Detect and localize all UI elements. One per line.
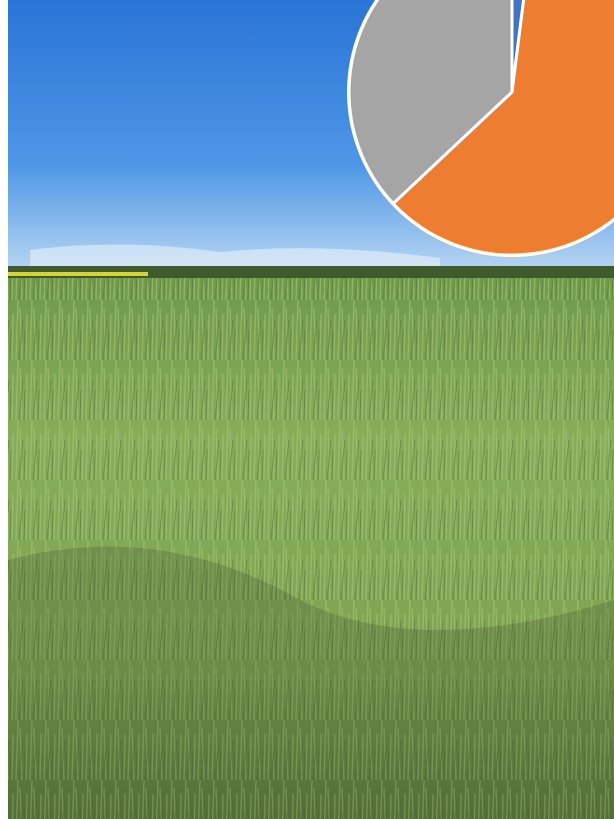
pie-chart	[347, 0, 614, 257]
grass-texture	[8, 278, 614, 819]
pie-slice	[347, 0, 514, 206]
clouds	[30, 244, 440, 270]
soil-shadow	[8, 546, 614, 819]
photo	[8, 0, 614, 819]
pie-slice	[391, 0, 614, 257]
tree-line	[8, 266, 614, 280]
rapeseed-strip	[8, 272, 148, 276]
